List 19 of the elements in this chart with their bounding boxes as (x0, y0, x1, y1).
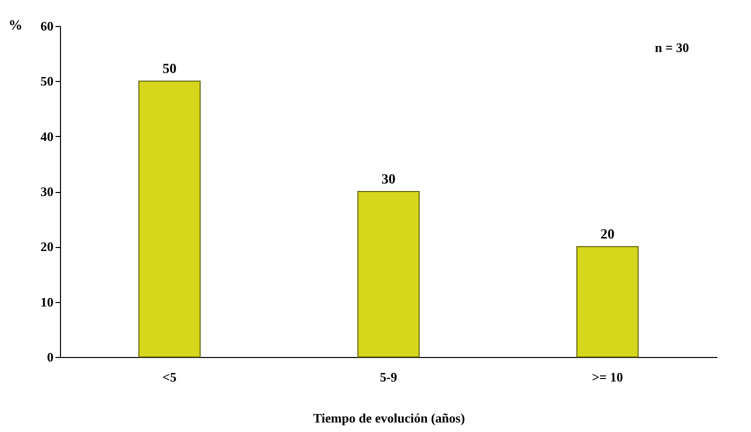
y-tick-label: 20 (40, 239, 54, 254)
x-axis-title: Tiempo de evolución (años) (313, 410, 465, 426)
y-axis-title: % (8, 18, 22, 34)
y-tick-label: 60 (40, 18, 54, 34)
bar (576, 246, 639, 358)
x-tick-label: <5 (162, 370, 177, 384)
bar (357, 191, 420, 358)
y-tick-label: 50 (40, 74, 54, 89)
y-tick-label: 10 (40, 294, 54, 310)
y-tick-label: 30 (40, 184, 54, 199)
y-tick-label: 0 (47, 350, 54, 364)
bar (138, 80, 201, 358)
y-tick-label: 40 (40, 128, 54, 144)
data-label: 50 (162, 62, 176, 78)
x-tick-label: >= 10 (592, 370, 624, 384)
x-tick-label: 5-9 (380, 370, 398, 384)
annotation: n = 30 (654, 40, 689, 55)
data-label: 30 (382, 172, 396, 188)
data-label: 20 (600, 228, 614, 243)
